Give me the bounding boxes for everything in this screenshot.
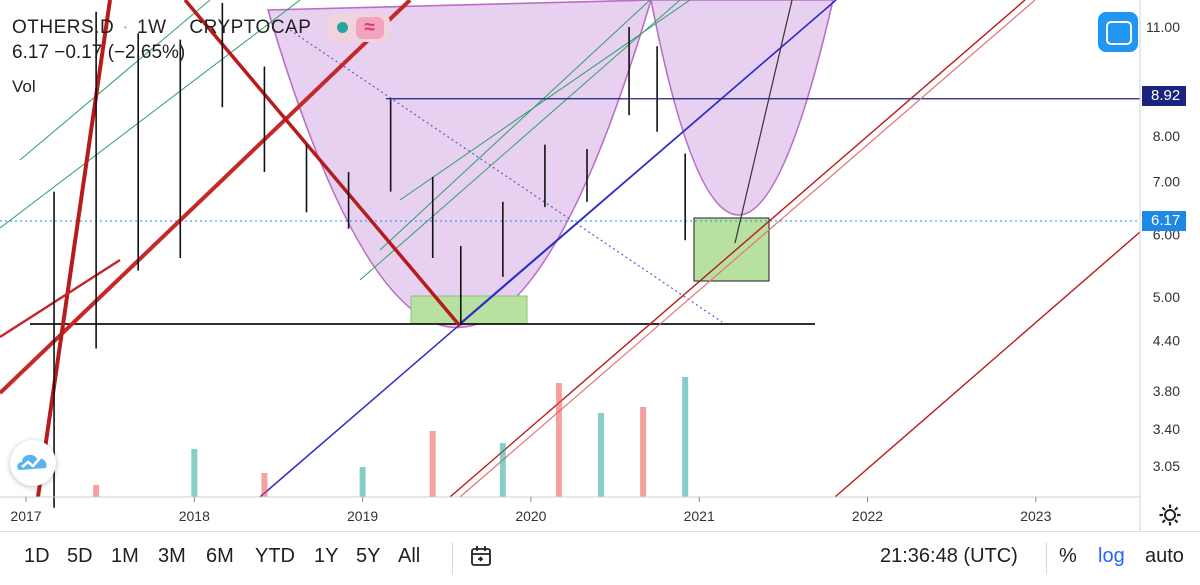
x-tick-label: 2022: [852, 508, 883, 524]
price-label-horizontal-line[interactable]: 8.92: [1142, 86, 1186, 106]
interval-1m[interactable]: 1M: [111, 545, 139, 567]
tradingview-logo-button[interactable]: [10, 440, 56, 486]
interval-ytd[interactable]: YTD: [255, 545, 295, 567]
channel-line-green-4: [399, 0, 691, 201]
volume-bar-6: [555, 383, 562, 497]
y-tick-label: 5.00: [1153, 289, 1180, 305]
projection-line: [734, 0, 793, 244]
fullscreen-icon: [1106, 21, 1132, 45]
channel-line-green-1: [19, 0, 211, 161]
interval-5d[interactable]: 5D: [67, 545, 93, 567]
x-tick-label: 2019: [347, 508, 378, 524]
y-tick-label: 8.00: [1153, 128, 1180, 144]
x-tick-label: 2017: [10, 508, 41, 524]
red-channel-1: [449, 0, 1026, 498]
red-channel-3: [834, 231, 1141, 498]
wave-icon[interactable]: ≈: [355, 16, 384, 39]
last-price: 6.17: [12, 42, 49, 63]
y-tick-label: 11.00: [1146, 19, 1180, 35]
separator: ·: [174, 17, 182, 39]
red-channel-2: [459, 0, 1036, 498]
volume-bar-3: [359, 467, 366, 497]
price-change-pct: (−2.65%): [107, 42, 186, 63]
interval-1y[interactable]: 1Y: [314, 545, 339, 567]
volume-bar-0: [93, 485, 100, 497]
goto-date-icon[interactable]: [469, 544, 493, 568]
auto-scale-toggle[interactable]: auto: [1145, 545, 1184, 567]
volume-bar-2: [261, 473, 268, 497]
y-tick-label: 7.00: [1153, 174, 1180, 190]
volume-bar-7: [598, 413, 605, 497]
channel-line-green-3: [379, 0, 651, 251]
symbol-legend: OTHERS.D · 1W · CRYPTOCAP ≈ 6.17 −0.17 (−2.6…: [12, 14, 390, 100]
interval-5y[interactable]: 5Y: [356, 545, 381, 567]
x-tick-label: 2021: [684, 508, 715, 524]
blue-trendline-upper: [457, 0, 837, 326]
y-tick-label: 3.05: [1153, 458, 1180, 474]
symbol-interval: 1W: [137, 17, 167, 39]
red-trendline-lower: [0, 258, 121, 339]
bottom-toolbar: 1D 5D 1M 3M 6M YTD 1Y 5Y All 21:36:48 (U…: [0, 531, 1200, 585]
percent-scale-toggle[interactable]: %: [1059, 545, 1077, 567]
symbol-exchange: CRYPTOCAP: [189, 17, 312, 39]
divider: [452, 542, 453, 574]
red-trendline-thick: [0, 0, 412, 395]
gear-icon[interactable]: [1158, 503, 1182, 527]
red-trendline-steep: [36, 0, 112, 498]
clock-time[interactable]: 21:36:48 (UTC): [880, 545, 1018, 567]
cup-left: [266, 0, 652, 329]
separator: ·: [122, 17, 130, 39]
log-scale-toggle[interactable]: log: [1098, 545, 1125, 567]
x-tick-label: 2020: [515, 508, 546, 524]
y-tick-label: 4.40: [1153, 333, 1180, 349]
indicator-pill[interactable]: ≈: [326, 14, 390, 42]
target-box-2021: [693, 217, 770, 282]
channel-line-green-0: [0, 0, 301, 229]
volume-indicator-label[interactable]: Vol: [12, 77, 36, 96]
price-chart[interactable]: 11.008.007.006.005.004.403.803.403.05201…: [0, 0, 1200, 531]
status-dot-icon: [336, 21, 348, 33]
volume-bar-5: [499, 443, 506, 497]
volume-bar-9: [682, 377, 689, 497]
y-tick-label: 3.80: [1153, 383, 1180, 399]
interval-all[interactable]: All: [398, 545, 421, 567]
channel-line-green-2: [359, 0, 681, 281]
volume-bar-4: [429, 431, 436, 497]
x-tick-label: 2023: [1020, 508, 1051, 524]
red-trendline-down: [183, 0, 462, 328]
interval-3m[interactable]: 3M: [158, 545, 186, 567]
dotted-diagonal: [289, 29, 723, 323]
target-box-2019: [410, 295, 528, 325]
price-change: −0.17: [54, 42, 103, 63]
fullscreen-button[interactable]: [1098, 12, 1138, 52]
volume-bar-1: [191, 449, 198, 497]
volume-bar-8: [640, 407, 647, 497]
interval-6m[interactable]: 6M: [206, 545, 234, 567]
price-label-last[interactable]: 6.17: [1142, 211, 1186, 231]
y-tick-label: 3.40: [1153, 421, 1180, 437]
interval-1d[interactable]: 1D: [24, 545, 50, 567]
x-tick-label: 2018: [179, 508, 210, 524]
divider: [1046, 542, 1047, 574]
tradingview-cloud-icon: [17, 454, 47, 470]
symbol-ticker: OTHERS.D: [12, 17, 115, 39]
